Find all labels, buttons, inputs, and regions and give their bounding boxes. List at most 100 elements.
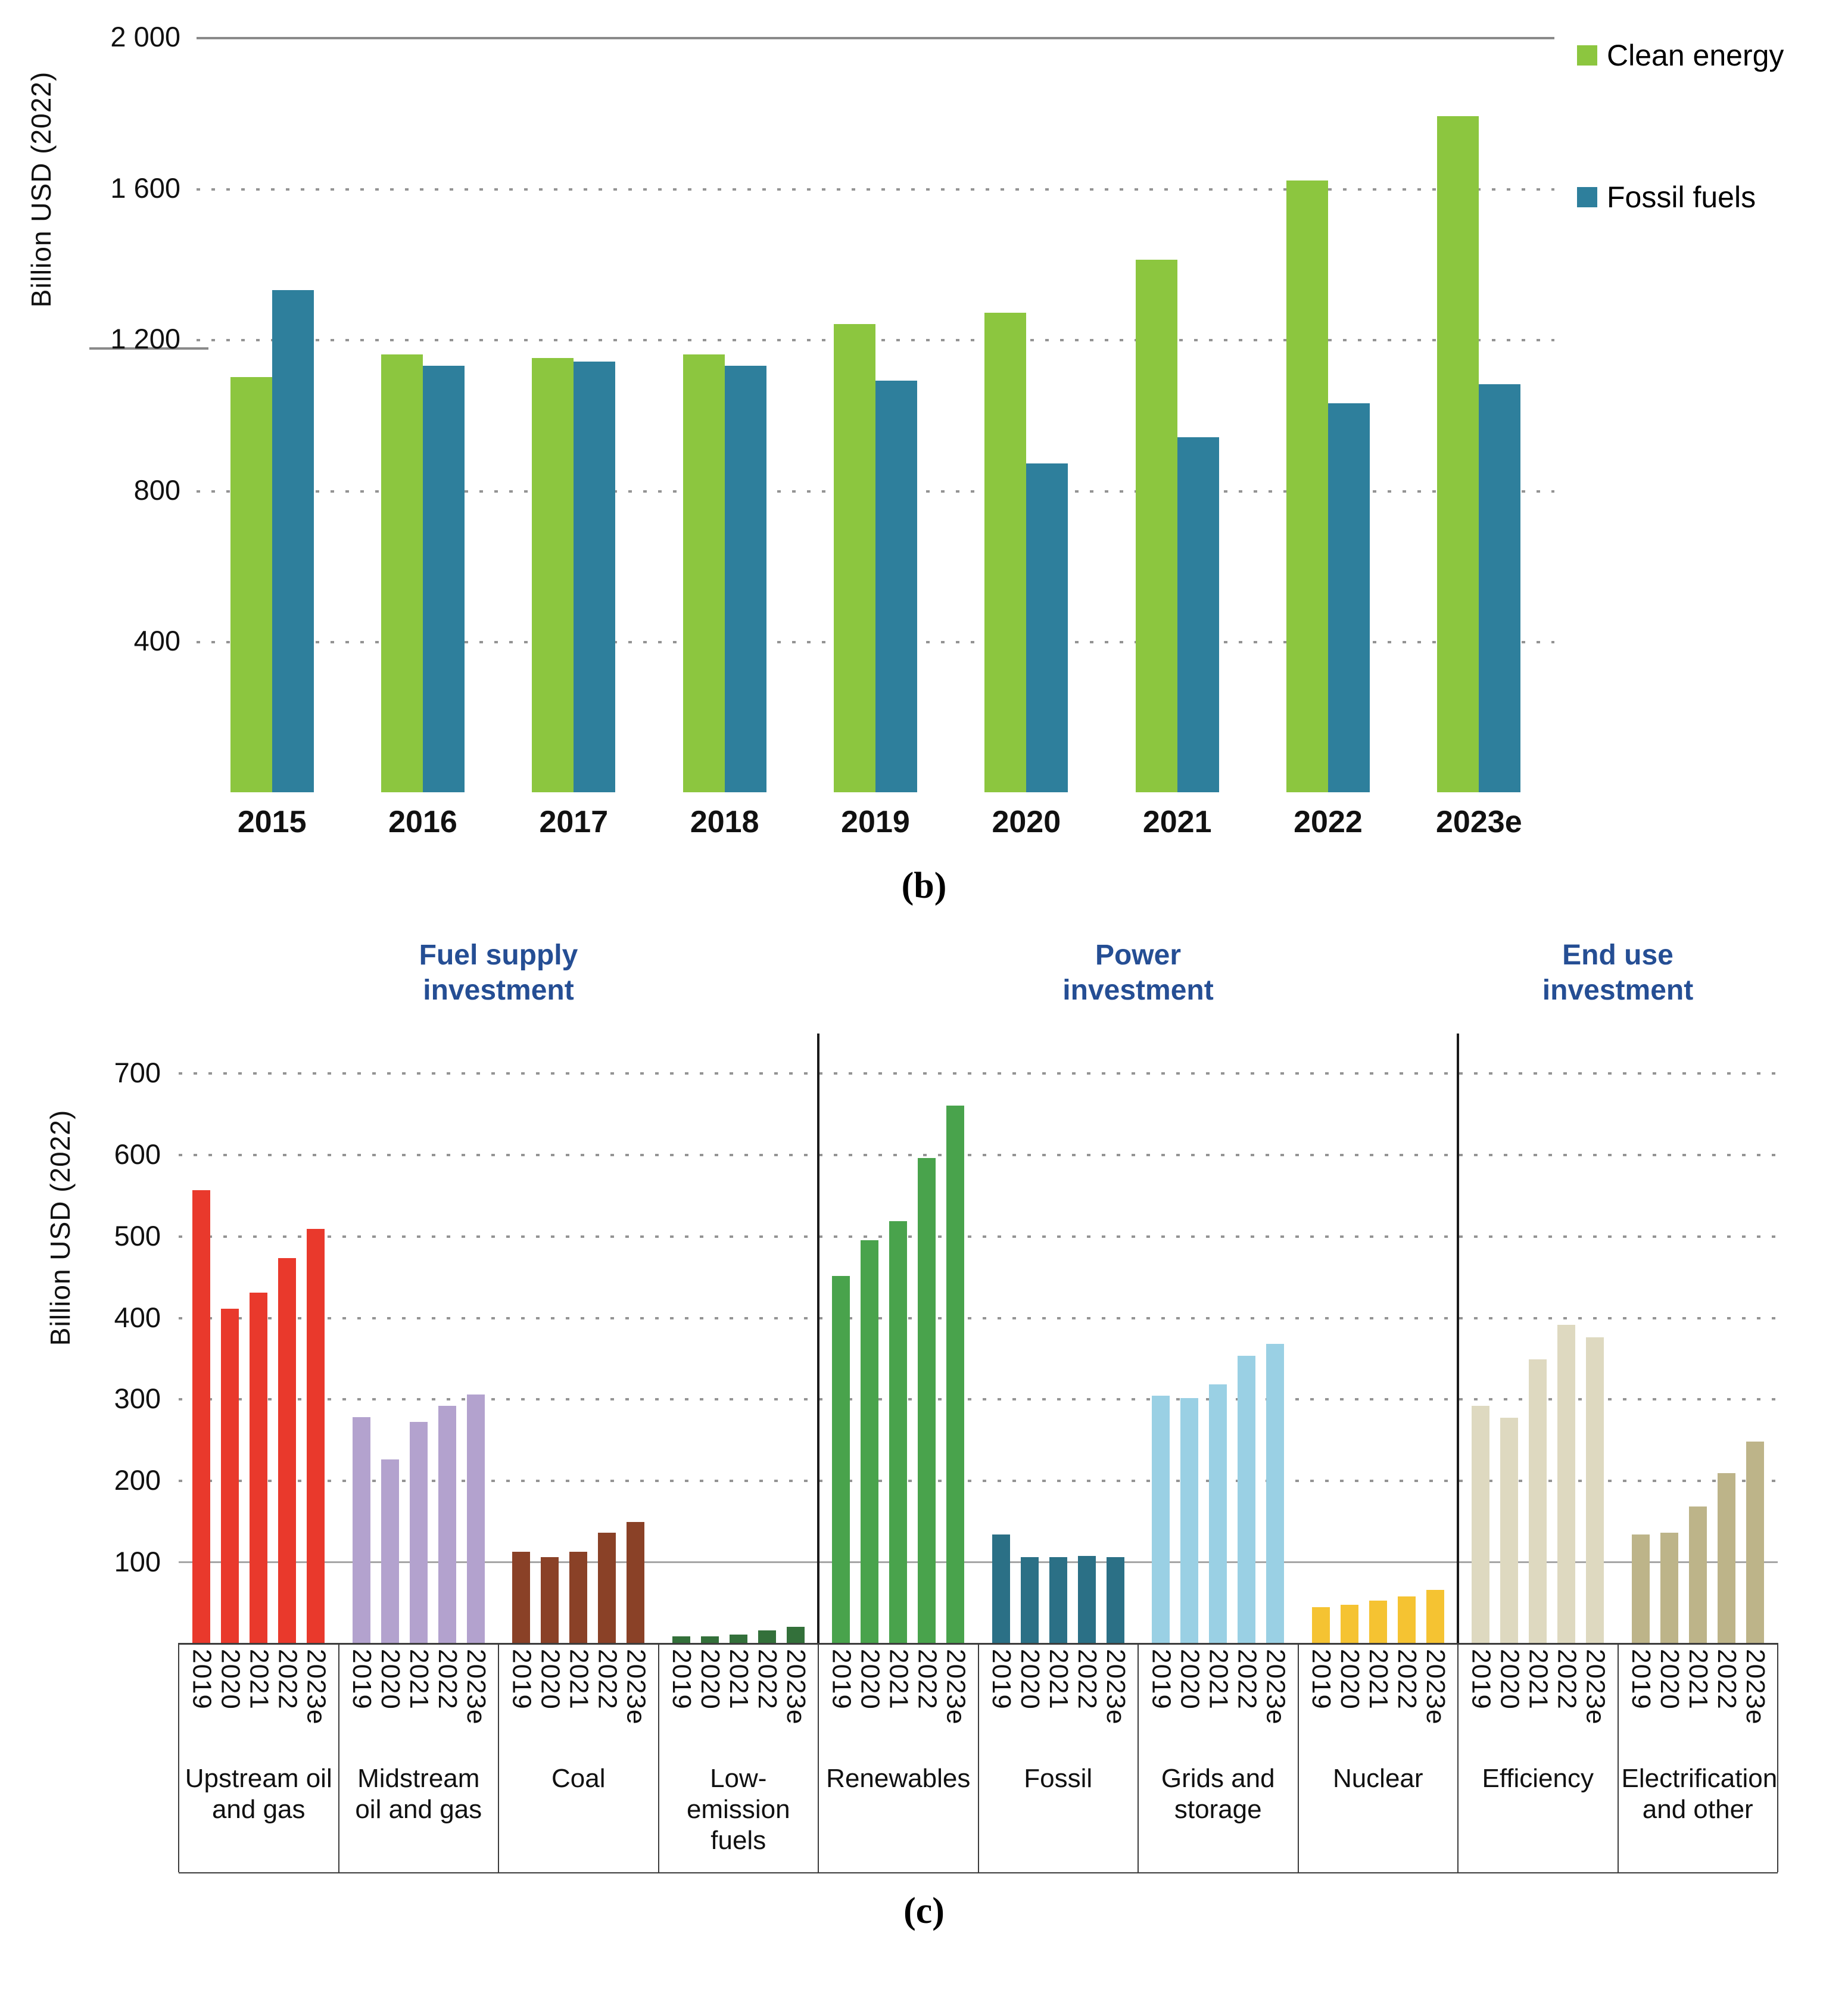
gridline: [197, 37, 1554, 39]
year-label-text: 2023e: [1261, 1649, 1291, 1725]
year-label-text: 2020: [1175, 1649, 1205, 1710]
bar: [1026, 463, 1068, 792]
table-divider: [498, 1643, 499, 1872]
year-label-text: 2021: [1523, 1649, 1553, 1710]
bar: [1660, 1533, 1678, 1643]
year-label-text: 2021: [1043, 1649, 1073, 1710]
bar: [512, 1551, 531, 1643]
bar: [729, 1635, 747, 1643]
year-label-text: 2023e: [781, 1649, 811, 1725]
gridline: [179, 1235, 1778, 1238]
year-label-text: 2022: [593, 1649, 622, 1710]
year-label-text: 2019: [1466, 1649, 1496, 1710]
bar: [307, 1228, 325, 1643]
year-label: 2019: [827, 1649, 856, 1749]
bar: [381, 354, 423, 792]
year-label-text: 2019: [666, 1649, 696, 1710]
year-label-text: 2022: [752, 1649, 782, 1710]
year-label: 2022: [1072, 1649, 1102, 1749]
y-tick-label: 2 000: [110, 21, 180, 52]
table-divider: [657, 1643, 659, 1872]
gridline: [179, 1398, 1778, 1401]
legend-item: Fossil fuels: [1577, 180, 1756, 214]
bar: [992, 1534, 1010, 1643]
bar: [1479, 384, 1521, 792]
bar: [786, 1626, 805, 1643]
year-label-text: 2022: [1552, 1649, 1582, 1710]
y-tick-label: 1 200: [110, 323, 180, 355]
year-label-text: 2022: [1392, 1649, 1422, 1710]
year-label: 2023e: [1421, 1649, 1450, 1749]
legend-swatch: [1577, 45, 1597, 66]
year-label: 2022: [1552, 1649, 1581, 1749]
year-label: 2022: [273, 1649, 302, 1749]
chart-b-caption: (b): [901, 866, 947, 906]
year-label: 2021: [724, 1649, 753, 1749]
bar: [352, 1417, 370, 1643]
bar: [1177, 437, 1219, 792]
year-label: 2022: [593, 1649, 622, 1749]
bar: [1328, 403, 1370, 792]
table-bottom-line: [179, 1872, 1778, 1873]
year-label: 2019: [1146, 1649, 1176, 1749]
bar: [1180, 1398, 1199, 1643]
year-label: 2020: [1175, 1649, 1204, 1749]
bar: [832, 1276, 850, 1643]
table-divider: [338, 1643, 339, 1872]
bar: [1472, 1405, 1490, 1643]
legend-label: Clean energy: [1607, 39, 1784, 72]
bar: [724, 365, 766, 792]
year-label: 2022: [1712, 1649, 1741, 1749]
year-label: 2023e: [1261, 1649, 1291, 1749]
bar: [221, 1308, 239, 1643]
table-divider: [818, 1643, 819, 1872]
bar: [1437, 116, 1479, 792]
year-label: 2021: [884, 1649, 914, 1749]
bar: [918, 1157, 936, 1643]
y-tick-label: 1 600: [110, 172, 180, 204]
bar: [423, 365, 465, 792]
year-label-text: 2022: [1072, 1649, 1102, 1710]
year-label: 2019: [507, 1649, 537, 1749]
category-label: Nuclear: [1332, 1764, 1423, 1793]
chart-b-plot-area: [197, 37, 1554, 792]
year-label-text: 2020: [535, 1649, 565, 1710]
y-tick-label: 100: [114, 1546, 161, 1578]
year-label: 2023e: [462, 1649, 491, 1749]
bar: [1152, 1396, 1170, 1643]
year-label-text: 2019: [187, 1649, 217, 1710]
bar: [1266, 1343, 1285, 1643]
year-label-text: 2021: [884, 1649, 914, 1710]
bar: [1529, 1359, 1547, 1643]
year-label-text: 2020: [1015, 1649, 1045, 1710]
year-label-text: 2021: [1204, 1649, 1233, 1710]
bar: [1500, 1418, 1519, 1643]
year-label: 2022: [1232, 1649, 1261, 1749]
x-tick-label: 2022: [1294, 805, 1363, 839]
year-label: 2021: [244, 1649, 273, 1749]
y-tick-label: 700: [114, 1057, 161, 1088]
chart-b: Billion USD (2022) Clean energy Fossil fu…: [0, 0, 1848, 929]
category-label: Grids and storage: [1161, 1764, 1275, 1824]
bar: [1631, 1534, 1650, 1643]
section-title-line: investment: [1542, 974, 1694, 1006]
x-tick-label: 2017: [539, 805, 609, 839]
year-label: 2020: [1655, 1649, 1684, 1749]
bar: [230, 376, 272, 792]
section-title-line: investment: [423, 974, 574, 1006]
x-tick-label: 2023e: [1436, 805, 1522, 839]
table-divider: [1457, 1643, 1459, 1872]
bar: [1020, 1557, 1039, 1643]
year-label: 2021: [1044, 1649, 1073, 1749]
bar: [409, 1422, 428, 1643]
section-title-line: Power: [1095, 939, 1182, 971]
bar: [250, 1292, 268, 1643]
bar: [1746, 1441, 1764, 1643]
year-label-text: 2019: [507, 1649, 537, 1710]
legend-label: Fossil fuels: [1607, 180, 1756, 214]
bar: [541, 1557, 559, 1643]
year-label: 2023e: [621, 1649, 650, 1749]
category-label: Upstream oil and gas: [185, 1764, 332, 1824]
table-divider: [1617, 1643, 1619, 1872]
section-title: End use investment: [1433, 938, 1803, 1008]
